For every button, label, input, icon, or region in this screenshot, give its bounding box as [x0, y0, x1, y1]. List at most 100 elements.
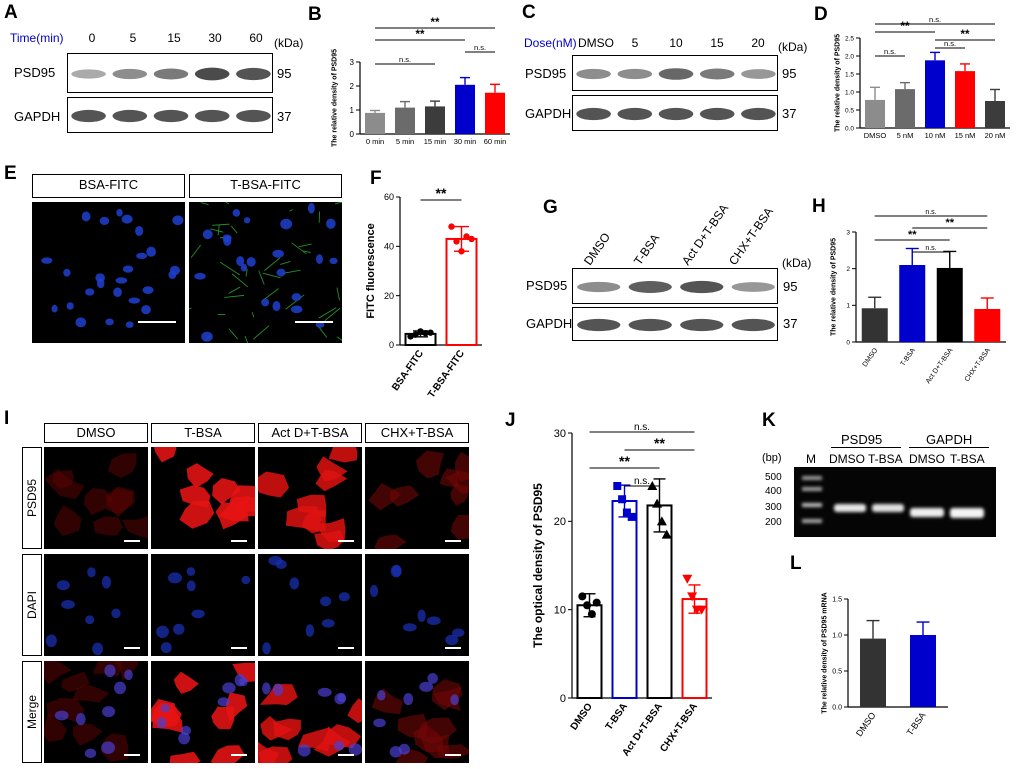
fitc-signal — [303, 250, 311, 254]
gel-k-bands — [794, 467, 996, 537]
cell — [347, 698, 362, 724]
scale-bar — [231, 540, 247, 542]
significance-label: n.s. — [884, 47, 896, 56]
blot-c-lane: 5 — [631, 36, 639, 50]
nucleus — [262, 642, 271, 655]
y-tick-label: 0 — [846, 339, 850, 346]
bar — [860, 638, 886, 707]
fitc-signal — [334, 202, 342, 205]
y-tick-label: 3 — [350, 58, 355, 67]
blot-band — [194, 67, 230, 81]
nucleus — [104, 664, 116, 678]
scale-bar — [124, 647, 140, 649]
y-axis-label: The relative density of PSD95 — [331, 49, 338, 147]
category-label: T-BSA — [900, 347, 918, 368]
cell — [83, 488, 113, 515]
micro-i-image — [44, 661, 139, 762]
nucleus — [101, 741, 116, 755]
gel-k-lane: M — [806, 452, 816, 466]
nucleus — [45, 634, 57, 648]
blot-c-row-label: PSD95 — [525, 66, 567, 81]
bar — [936, 267, 963, 342]
nucleus — [315, 254, 323, 265]
nucleus — [41, 257, 53, 264]
scale-bar — [338, 754, 354, 756]
data-point — [618, 495, 627, 504]
bar — [985, 101, 1005, 128]
data-point — [468, 235, 475, 243]
nucleus — [54, 710, 69, 721]
data-point — [661, 529, 672, 539]
cell — [368, 482, 402, 511]
cell — [328, 447, 358, 463]
y-axis-label: The relative density of PSD95 — [835, 34, 842, 132]
blot-g-lane: T-BSA — [631, 231, 662, 267]
cell — [153, 447, 177, 463]
cell — [451, 514, 469, 540]
y-tick-label: 40 — [384, 241, 394, 251]
nucleus — [122, 265, 134, 273]
micro-i-cell — [258, 447, 362, 549]
significance-label: n.s. — [925, 245, 936, 252]
nucleus — [232, 208, 241, 217]
blot-a-header: Time(min) — [10, 31, 64, 45]
blot-band — [731, 282, 775, 292]
micro-i-col-header: DMSO — [44, 423, 148, 443]
blot-band — [112, 109, 148, 123]
blot-c-kda: (kDa) — [778, 40, 808, 54]
blot-g-kda: (kDa) — [782, 256, 812, 270]
micro-i-cell — [151, 447, 255, 549]
bar — [455, 84, 475, 134]
cell — [437, 744, 469, 759]
cell — [44, 469, 85, 500]
data-point — [587, 610, 596, 619]
nucleus — [333, 740, 345, 751]
nucleus — [75, 712, 86, 726]
nucleus — [178, 732, 190, 745]
cell — [389, 485, 420, 507]
nucleus — [61, 600, 75, 609]
data-point — [422, 329, 429, 337]
micro-i-image — [44, 453, 148, 539]
panel-label-j: J — [505, 410, 516, 431]
nucleus — [156, 625, 169, 638]
blot-g-psd95-bands — [577, 280, 775, 294]
bar — [485, 92, 505, 134]
y-tick-label: 1.5 — [832, 596, 842, 603]
micro-i-row-header: PSD95 — [22, 447, 42, 549]
significance-label: ** — [945, 217, 954, 229]
category-label: BSA-FITC — [390, 348, 426, 393]
blot-a-kda: (kDa) — [274, 36, 304, 50]
y-tick-label: 0 — [560, 693, 566, 705]
y-tick-label: 1 — [846, 303, 850, 310]
nucleus — [280, 218, 293, 230]
significance-label: ** — [436, 185, 447, 201]
gel-k-group: GAPDH — [926, 432, 973, 447]
bar — [611, 500, 638, 700]
y-tick-label: 1 — [350, 106, 355, 115]
nucleus — [128, 297, 141, 304]
y-axis-label: The relative density of PSD95 mRNA — [822, 592, 829, 713]
blot-c-psd95 — [572, 55, 778, 91]
nucleus — [392, 564, 402, 577]
blot-band — [680, 280, 724, 294]
blot-a-lane: 30 — [208, 31, 222, 45]
nucleus — [305, 624, 315, 637]
data-point — [682, 574, 693, 584]
gel-k-ladder: 300 — [765, 502, 782, 513]
fitc-signal — [231, 273, 249, 288]
category-label: DMSO — [854, 710, 878, 738]
scale-bar — [445, 647, 461, 649]
micro-i-image — [369, 564, 465, 646]
y-axis-label: The optical density of PSD95 — [531, 483, 545, 648]
y-tick-label: 0.0 — [832, 704, 842, 711]
micro-i-image — [45, 567, 121, 656]
micro-e-t-bsa-fitc-image — [189, 202, 342, 343]
y-tick-label: 0 — [389, 340, 394, 350]
scale-bar — [445, 540, 461, 542]
nucleus — [84, 748, 97, 758]
blot-a-row-label: GAPDH — [14, 109, 61, 124]
nucleus — [136, 252, 148, 259]
bar — [910, 635, 936, 707]
y-tick-label: 1.0 — [845, 89, 854, 96]
